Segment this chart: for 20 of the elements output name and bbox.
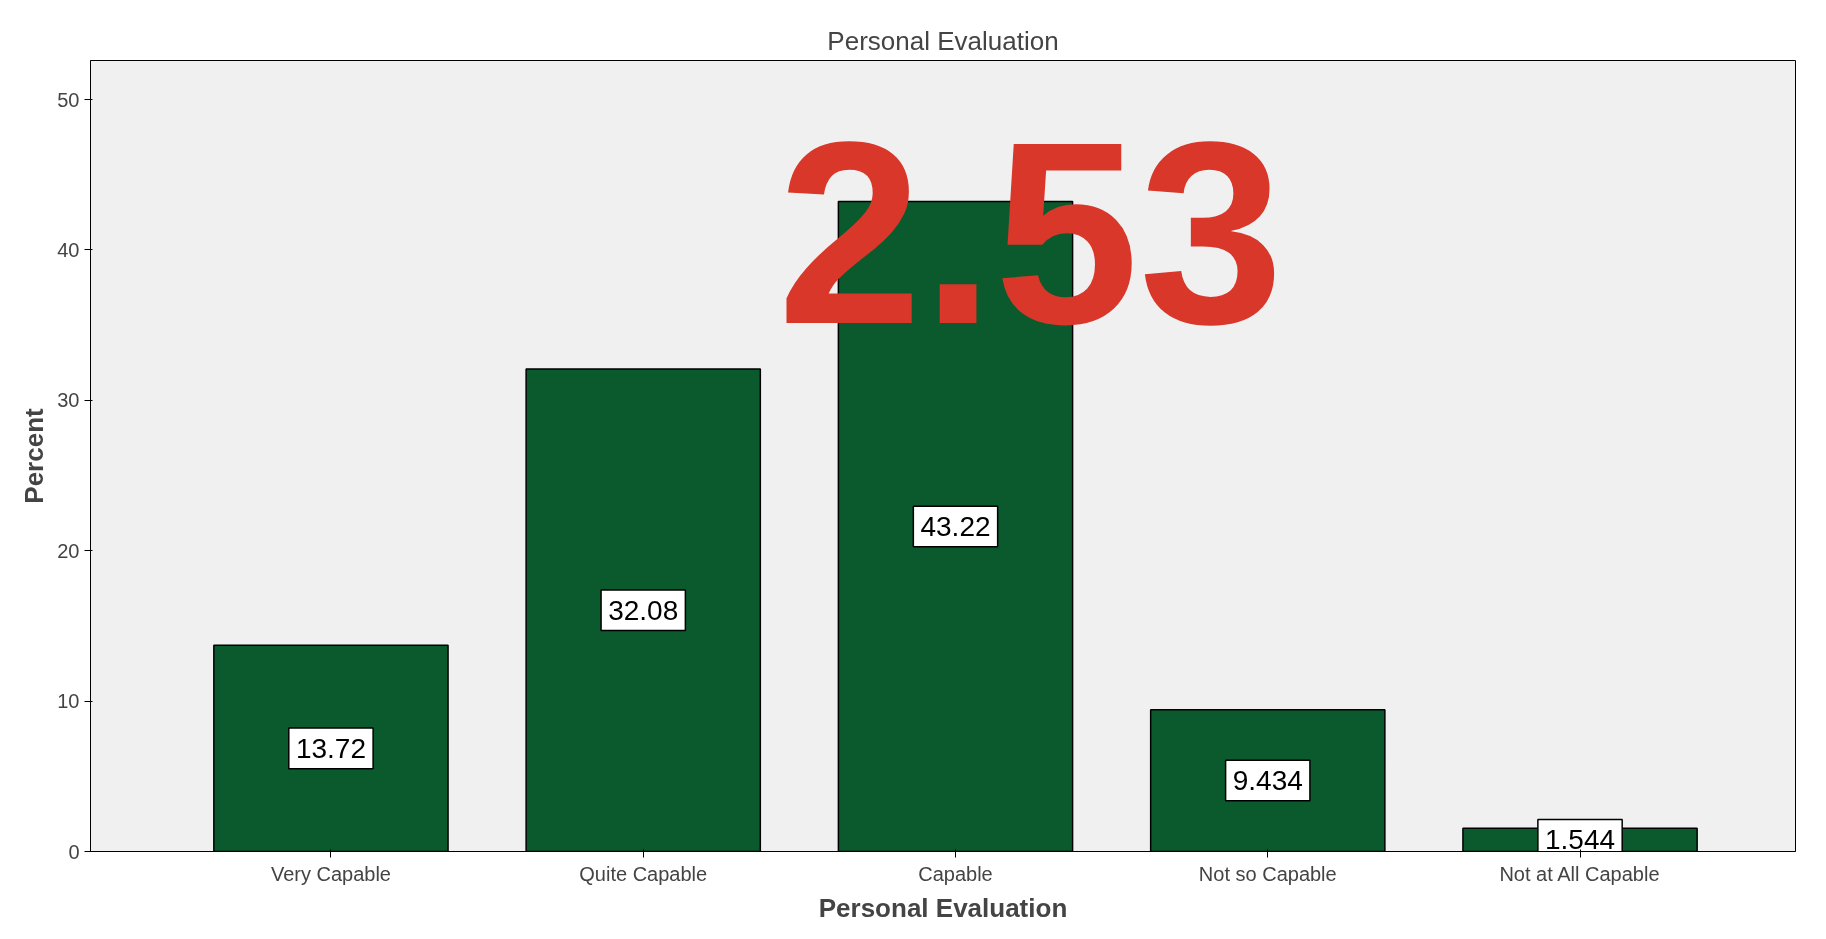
- chart-title: Personal Evaluation: [827, 25, 1059, 56]
- x-tick-label: Quite Capable: [579, 862, 708, 885]
- y-axis-title: Percent: [19, 407, 50, 504]
- annotation: 2.53: [777, 87, 1284, 378]
- y-tick-label: 50: [57, 88, 80, 111]
- y-tick-label: 40: [57, 238, 80, 261]
- data-label: 1.544: [1545, 824, 1616, 856]
- y-tick-label: 20: [57, 539, 80, 562]
- y-tick-label: 10: [57, 690, 80, 713]
- x-axis-title: Personal Evaluation: [818, 892, 1068, 923]
- x-tick-label: Not so Capable: [1198, 862, 1337, 885]
- x-tick-label: Very Capable: [270, 862, 391, 885]
- data-label: 13.72: [295, 732, 366, 764]
- x-tick-label: Not at All Capable: [1499, 862, 1660, 885]
- y-tick-label: 0: [68, 840, 80, 863]
- data-label: 43.22: [920, 511, 991, 543]
- data-label: 9.434: [1232, 765, 1303, 797]
- y-tick-label: 30: [57, 389, 80, 412]
- data-label: 32.08: [608, 594, 679, 626]
- x-tick-label: Capable: [918, 862, 993, 885]
